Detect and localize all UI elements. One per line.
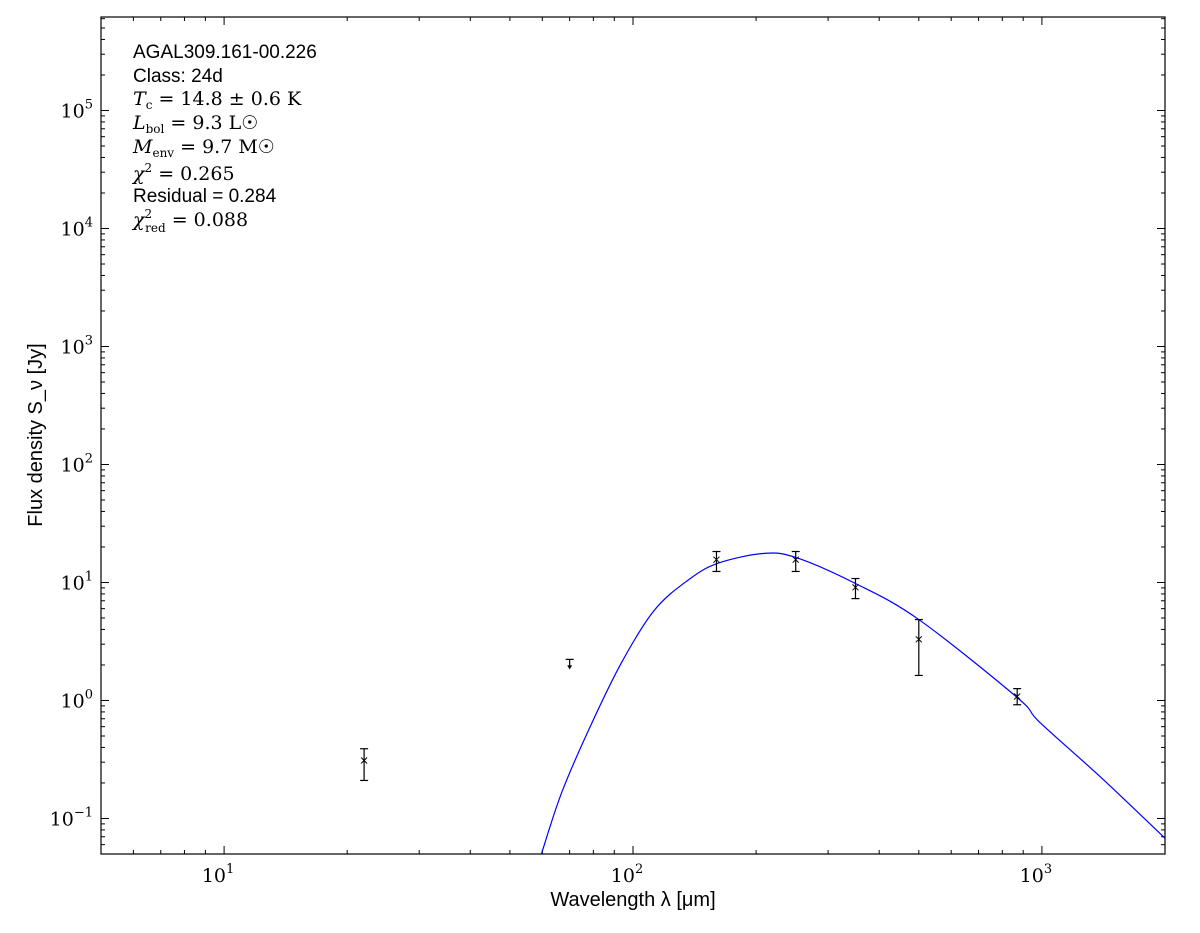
arrow-down-icon — [567, 665, 573, 670]
axis-ticks — [100, 17, 1166, 855]
y-tick-label: 103 — [61, 333, 93, 358]
chi2-label: χ2 = 0.265 — [131, 161, 235, 185]
x-tick-label: 102 — [611, 862, 643, 887]
y-tick-label: 101 — [61, 569, 93, 594]
annotation-box: AGAL309.161-00.226 Class: 24d Tc = 14.8 … — [131, 42, 317, 235]
y-tick-label: 104 — [61, 215, 93, 240]
y-tick-label: 105 — [61, 97, 93, 122]
residual-label: Residual = 0.284 — [133, 186, 277, 207]
data-point — [851, 577, 860, 600]
data-point — [791, 550, 800, 573]
x-marker — [1013, 693, 1021, 700]
data-point — [1013, 688, 1022, 706]
data-point — [360, 748, 369, 782]
y-tick-labels: 10−1 100 101 102 103 104 105 — [50, 97, 93, 830]
y-tick-label: 10−1 — [50, 805, 93, 830]
class-label: Class: 24d — [133, 66, 223, 87]
plot-frame — [100, 16, 1166, 855]
x-tick-labels: 101 102 103 — [202, 862, 1052, 887]
x-marker — [792, 556, 800, 564]
upper-limit — [565, 658, 574, 670]
menv-label: Menv = 9.7 M☉ — [132, 136, 275, 160]
y-tick-label: 102 — [61, 451, 93, 476]
x-marker — [713, 556, 720, 564]
source-name: AGAL309.161-00.226 — [133, 42, 317, 63]
x-axis-label: Wavelength λ [μm] — [550, 889, 715, 911]
lbol-label: Lbol = 9.3 L☉ — [132, 112, 258, 136]
data-point — [712, 550, 721, 573]
y-axis-label: Flux density S_ν [Jy] — [25, 343, 47, 526]
model-curve — [540, 552, 1166, 855]
data-points — [360, 550, 1022, 782]
x-tick-label: 101 — [202, 862, 234, 887]
x-marker — [360, 757, 368, 764]
x-tick-label: 103 — [1020, 862, 1052, 887]
x-marker — [915, 635, 923, 643]
tc-label: Tc = 14.8 ± 0.6 K — [133, 88, 302, 112]
y-tick-label: 100 — [61, 687, 93, 712]
data-point — [914, 618, 923, 677]
x-marker — [852, 583, 859, 591]
chi2red-label: χ2 red = 0.088 — [131, 207, 248, 235]
